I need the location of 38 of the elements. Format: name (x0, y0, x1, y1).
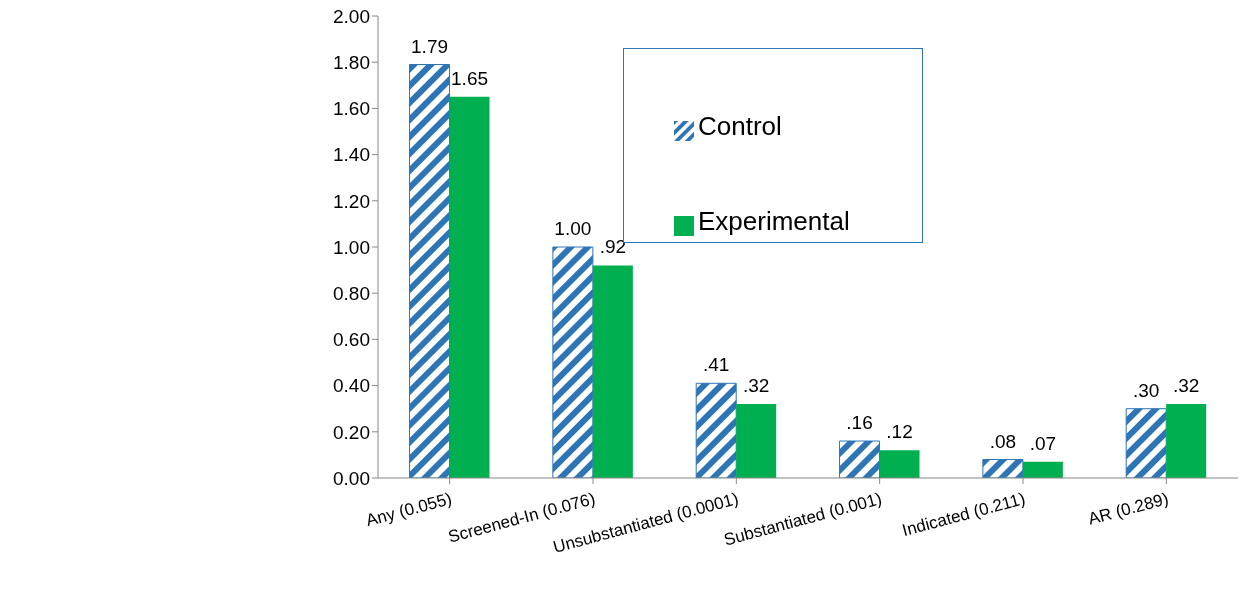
data-label: .32 (1172, 375, 1200, 397)
y-tick-label: 0.00 (333, 467, 370, 489)
y-tick-label: 1.40 (333, 144, 370, 166)
legend-label: Control (698, 111, 782, 141)
bar (736, 404, 777, 478)
bar (1022, 461, 1063, 478)
bar (449, 96, 490, 478)
data-label: .16 (846, 412, 873, 434)
legend-label: Experimental (698, 206, 850, 236)
data-label: 1.65 (451, 67, 489, 89)
bar (409, 64, 451, 478)
data-label: .08 (989, 430, 1017, 452)
data-label: .07 (1029, 432, 1057, 454)
bar (1166, 404, 1207, 478)
data-label: .30 (1132, 379, 1160, 401)
bar (552, 246, 594, 478)
x-tick-label: AR (0.289) (1086, 489, 1171, 529)
y-tick-label: 1.80 (333, 51, 370, 73)
bar (695, 382, 737, 478)
bar (879, 450, 920, 478)
bar (592, 265, 633, 478)
data-label: .41 (702, 354, 730, 376)
y-tick-label: 0.60 (333, 329, 370, 351)
y-tick-label: 0.80 (333, 282, 370, 304)
y-tick-label: 0.40 (333, 375, 370, 397)
data-label: 1.00 (554, 218, 592, 239)
bar (839, 440, 881, 478)
bar (1125, 408, 1167, 478)
data-label: 1.79 (411, 35, 449, 57)
y-tick-label: 0.20 (333, 421, 370, 443)
y-tick-label: 1.60 (333, 98, 370, 120)
y-tick-label: 1.20 (333, 190, 370, 212)
data-label: .92 (599, 236, 627, 258)
y-tick-label: 2.00 (333, 5, 370, 27)
y-tick-label: 1.00 (333, 236, 370, 258)
data-label: .12 (886, 421, 913, 443)
bar (982, 459, 1024, 478)
data-label: .32 (742, 375, 770, 397)
